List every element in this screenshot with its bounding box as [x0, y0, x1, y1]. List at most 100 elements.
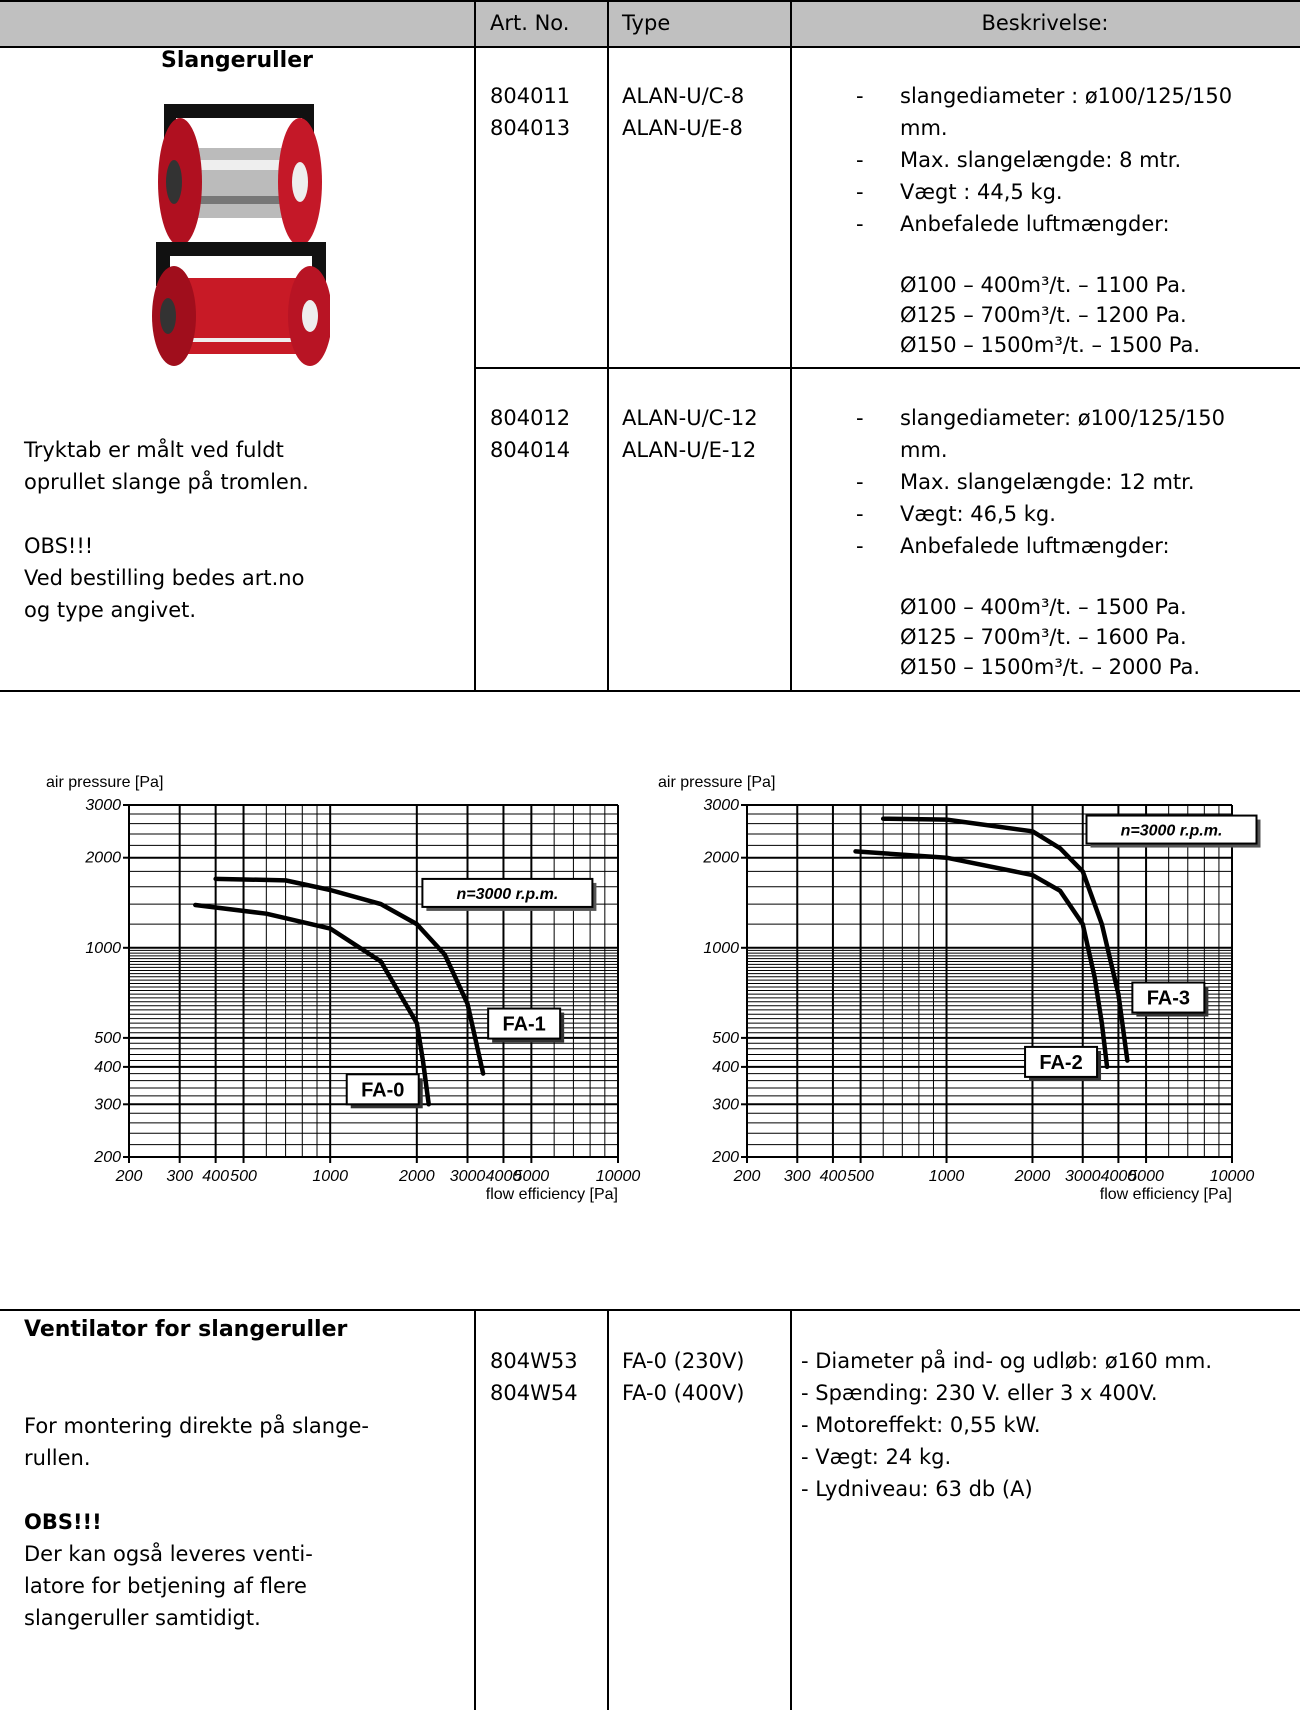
rule	[0, 1309, 1300, 1311]
x-tick-label: 400	[202, 1168, 229, 1185]
rule	[607, 1309, 609, 1710]
y-tick-label: 300	[94, 1096, 121, 1113]
note-line: og type angivet.	[24, 598, 197, 622]
y-axis-label: air pressure [Pa]	[658, 774, 775, 791]
reel	[152, 242, 330, 366]
x-axis-label: flow efficiency [Pa]	[1100, 1186, 1232, 1203]
annotation-box	[1085, 814, 1258, 845]
x-tick-label: 2000	[1014, 1168, 1051, 1185]
spacer	[24, 1474, 369, 1506]
description-item: Anbefalede luftmængder:	[856, 208, 1270, 240]
type-line: ALAN-U/E-8	[622, 116, 743, 140]
reel	[158, 104, 322, 246]
type-line: ALAN-U/C-12	[622, 406, 758, 430]
art-no-line: 804W54	[490, 1381, 578, 1405]
note: Tryktab er målt ved fuldt oprullet slang…	[24, 434, 309, 626]
y-tick-label: 300	[712, 1096, 739, 1113]
series-label: FA-1	[502, 1014, 545, 1036]
y-tick-label: 400	[94, 1059, 121, 1076]
note-line: latore for betjening af flere	[24, 1574, 307, 1598]
type-line: ALAN-U/E-12	[622, 438, 757, 462]
obs: OBS!!!	[24, 1510, 102, 1534]
annotation: n=3000 r.p.m.	[456, 886, 558, 903]
type-line: FA-0 (400V)	[622, 1381, 745, 1405]
y-tick-label: 500	[712, 1030, 739, 1047]
rule	[0, 0, 1300, 2]
section-title: Slangeruller	[161, 48, 313, 73]
note-line: oprullet slange på tromlen.	[24, 470, 309, 494]
x-tick-label: 500	[230, 1168, 257, 1185]
y-tick-label: 3000	[703, 797, 739, 814]
art-no-line: 804013	[490, 116, 571, 140]
type: ALAN-U/C-8 ALAN-U/E-8	[622, 80, 744, 144]
description-line: - Lydniveau: 63 db (A)	[801, 1477, 1033, 1501]
rule	[790, 0, 792, 690]
curve	[213, 876, 486, 1076]
x-tick-label: 10000	[1210, 1168, 1255, 1185]
rule	[474, 367, 1300, 369]
spacer	[24, 498, 309, 530]
x-tick-label: 400	[820, 1168, 847, 1185]
header-bg	[0, 0, 1300, 46]
art-no: 804011 804013	[490, 80, 570, 144]
note-line: Der kan også leveres venti-	[24, 1542, 313, 1566]
y-tick-label: 1000	[703, 940, 739, 957]
description-line: - Motoreffekt: 0,55 kW.	[801, 1413, 1041, 1437]
description-item: slangediameter: ø100/125/150 mm.	[856, 402, 1270, 466]
product-image	[152, 104, 330, 366]
x-axis-label: flow efficiency [Pa]	[486, 1186, 618, 1203]
curve	[853, 849, 1110, 1070]
rule	[0, 46, 1300, 48]
header-art-no: Art. No.	[490, 11, 570, 35]
y-tick-label: 2000	[84, 850, 121, 867]
art-no-line: 804014	[490, 438, 571, 462]
x-tick-label: 300	[784, 1168, 811, 1185]
y-tick-label: 500	[94, 1030, 121, 1047]
art-no-line: 804012	[490, 406, 571, 430]
annotation-box	[421, 877, 594, 908]
x-tick-label: 4000	[1101, 1168, 1137, 1185]
art-no: 804012 804014	[490, 402, 570, 466]
intro-line: For montering direkte på slange-	[24, 1414, 369, 1438]
x-tick-label: 3000	[1065, 1168, 1101, 1185]
section-title: Ventilator for slangeruller	[24, 1317, 348, 1342]
description-item: Vægt : 44,5 kg.	[856, 176, 1270, 208]
airflow-line: Ø125 – 700m³/t. – 1600 Pa.	[900, 625, 1187, 649]
note-line: Tryktab er målt ved fuldt	[24, 438, 284, 462]
series-label-box	[1024, 1045, 1099, 1078]
description-item: slangediameter : ø100/125/150 mm.	[856, 80, 1270, 144]
y-tick-label: 2000	[702, 850, 739, 867]
header-description: Beskrivelse:	[981, 11, 1109, 35]
x-tick-label: 10000	[596, 1168, 641, 1185]
type-line: FA-0 (230V)	[622, 1349, 745, 1373]
description-item: Max. slangelængde: 12 mtr.	[856, 466, 1270, 498]
airflow-line: Ø100 – 400m³/t. – 1500 Pa.	[900, 595, 1187, 619]
x-tick-label: 5000	[514, 1168, 550, 1185]
description-list: slangediameter : ø100/125/150 mm. Max. s…	[856, 80, 1270, 240]
type: ALAN-U/C-12 ALAN-U/E-12	[622, 402, 758, 466]
description: - Diameter på ind- og udløb: ø160 mm. - …	[801, 1345, 1212, 1505]
x-tick-label: 2000	[398, 1168, 435, 1185]
note-line: Ved bestilling bedes art.no	[24, 566, 305, 590]
rule	[790, 1309, 792, 1710]
series-label-box	[487, 1007, 562, 1040]
note-line: slangeruller samtidigt.	[24, 1606, 261, 1630]
y-tick-label: 400	[712, 1059, 739, 1076]
airflow-line: Ø150 – 1500m³/t. – 2000 Pa.	[900, 655, 1200, 679]
x-tick-label: 200	[115, 1168, 143, 1185]
x-tick-label: 1000	[929, 1168, 965, 1185]
description: slangediameter : ø100/125/150 mm. Max. s…	[856, 80, 1270, 360]
art-no-line: 804W53	[490, 1349, 578, 1373]
x-tick-label: 500	[847, 1168, 874, 1185]
type: FA-0 (230V) FA-0 (400V)	[622, 1345, 745, 1409]
y-tick-label: 3000	[85, 797, 121, 814]
y-axis-label: air pressure [Pa]	[46, 774, 163, 791]
description-line: - Diameter på ind- og udløb: ø160 mm.	[801, 1349, 1213, 1373]
series-label: FA-0	[361, 1079, 404, 1101]
description-line: - Vægt: 24 kg.	[801, 1445, 952, 1469]
x-tick-label: 3000	[450, 1168, 486, 1185]
intro-line: rullen.	[24, 1446, 91, 1470]
